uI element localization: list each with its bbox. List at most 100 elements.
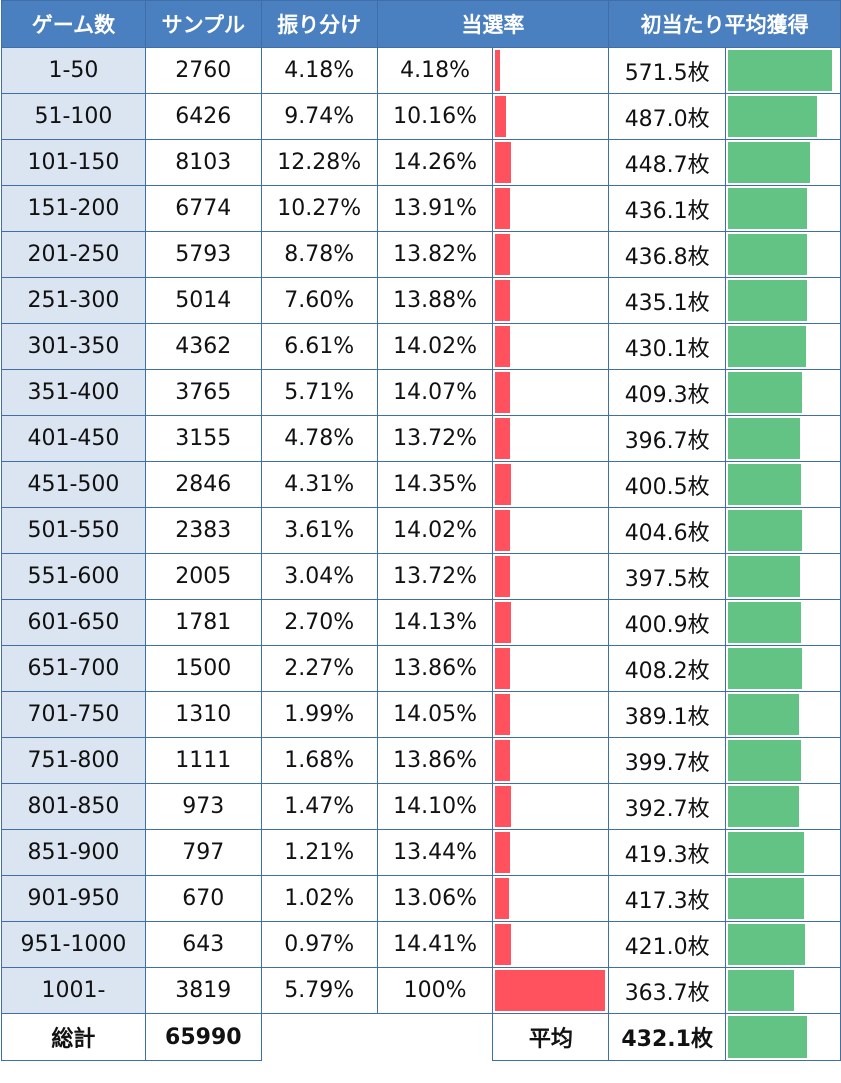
avg-payout-cell: 409.3枚: [608, 369, 727, 416]
avg-payout-bar-cell: [725, 369, 841, 416]
game-range-cell: 601-650: [1, 599, 146, 646]
avg-payout-cell: 397.5枚: [608, 553, 727, 600]
game-range-cell: 501-550: [1, 507, 146, 554]
table-row: 651-700 1500 2.27% 13.86% 408.2枚: [1, 645, 841, 692]
share-cell: 3.04%: [260, 553, 378, 600]
sample-cell: 2005: [144, 553, 262, 600]
avg-payout-bar-cell: [725, 323, 841, 370]
table-row: 101-150 8103 12.28% 14.26% 448.7枚: [1, 139, 841, 186]
avg-payout-cell: 419.3枚: [608, 829, 727, 876]
avg-payout-cell: 435.1枚: [608, 277, 727, 324]
hit-rate-cell: 14.13%: [376, 599, 494, 646]
avg-payout-bar: [728, 786, 800, 827]
hit-rate-cell: 10.16%: [376, 93, 494, 140]
sample-cell: 2383: [144, 507, 262, 554]
sample-cell: 1111: [144, 737, 262, 784]
share-cell: 6.61%: [260, 323, 378, 370]
game-range-cell: 651-700: [1, 645, 146, 692]
hit-rate-bar-cell: [492, 783, 610, 830]
avg-payout-bar-cell: [725, 507, 841, 554]
table-row: 701-750 1310 1.99% 14.05% 389.1枚: [1, 691, 841, 738]
hit-rate-bar: [495, 50, 501, 91]
table-row: 201-250 5793 8.78% 13.82% 436.8枚: [1, 231, 841, 278]
avg-payout-cell: 400.5枚: [608, 461, 727, 508]
hit-rate-cell: 14.07%: [376, 369, 494, 416]
sample-cell: 797: [144, 829, 262, 876]
avg-payout-bar: [728, 556, 801, 597]
game-range-cell: 151-200: [1, 185, 146, 232]
avg-payout-bar-cell: [725, 875, 841, 922]
avg-payout-bar-cell: [725, 231, 841, 278]
sample-cell: 3765: [144, 369, 262, 416]
game-range-cell: 551-600: [1, 553, 146, 600]
avg-payout-bar: [728, 694, 800, 735]
avg-payout-bar: [728, 740, 802, 781]
hit-rate-bar-cell: [492, 277, 610, 324]
hit-rate-bar-cell: [492, 47, 610, 94]
hit-rate-cell: 14.35%: [376, 461, 494, 508]
hit-rate-bar: [495, 464, 512, 505]
hit-rate-bar-cell: [492, 231, 610, 278]
avg-payout-cell: 396.7枚: [608, 415, 727, 462]
hit-rate-bar-cell: [492, 691, 610, 738]
avg-payout-bar-cell: [725, 737, 841, 784]
game-range-cell: 951-1000: [1, 921, 146, 968]
share-cell: 4.31%: [260, 461, 378, 508]
sample-cell: 2846: [144, 461, 262, 508]
avg-payout-cell: 417.3枚: [608, 875, 727, 922]
share-cell: 12.28%: [260, 139, 378, 186]
hit-rate-cell: 14.26%: [376, 139, 494, 186]
sample-cell: 1310: [144, 691, 262, 738]
avg-payout-bar-cell: [725, 599, 841, 646]
hit-rate-bar: [495, 96, 507, 137]
hit-rate-cell: 13.72%: [376, 415, 494, 462]
game-range-cell: 1-50: [1, 47, 146, 94]
hit-rate-bar-cell: [492, 875, 610, 922]
avg-payout-cell: 389.1枚: [608, 691, 727, 738]
avg-payout-bar: [728, 50, 833, 91]
hit-rate-bar-cell: [492, 737, 610, 784]
hit-rate-cell: 14.02%: [376, 507, 494, 554]
total-sample-cell: 65990: [144, 1013, 262, 1061]
avg-payout-cell: 487.0枚: [608, 93, 727, 140]
avg-payout-bar-cell: [725, 829, 841, 876]
avg-payout-cell: 436.1枚: [608, 185, 727, 232]
avg-payout-bar-cell: [725, 553, 841, 600]
avg-payout-bar: [728, 280, 808, 321]
share-cell: 1.47%: [260, 783, 378, 830]
hit-rate-cell: 13.72%: [376, 553, 494, 600]
hit-rate-bar: [495, 786, 512, 827]
hit-rate-cell: 13.82%: [376, 231, 494, 278]
table-row: 51-100 6426 9.74% 10.16% 487.0枚: [1, 93, 841, 140]
hit-rate-bar-cell: [492, 323, 610, 370]
sample-cell: 6426: [144, 93, 262, 140]
avg-payout-cell: 363.7枚: [608, 967, 727, 1014]
game-range-cell: 701-750: [1, 691, 146, 738]
avg-payout-bar-cell: [725, 93, 841, 140]
header-sample: サンプル: [144, 0, 262, 48]
hit-rate-bar-cell: [492, 921, 610, 968]
sample-cell: 3155: [144, 415, 262, 462]
share-cell: 3.61%: [260, 507, 378, 554]
hit-rate-cell: 13.44%: [376, 829, 494, 876]
sample-cell: 2760: [144, 47, 262, 94]
table-row: 551-600 2005 3.04% 13.72% 397.5枚: [1, 553, 841, 600]
avg-payout-bar: [728, 418, 801, 459]
table-row: 251-300 5014 7.60% 13.88% 435.1枚: [1, 277, 841, 324]
avg-payout-bar: [728, 970, 795, 1011]
avg-payout-bar-cell: [725, 277, 841, 324]
table-row: 151-200 6774 10.27% 13.91% 436.1枚: [1, 185, 841, 232]
sample-cell: 6774: [144, 185, 262, 232]
table-row: 301-350 4362 6.61% 14.02% 430.1枚: [1, 323, 841, 370]
table-row: 401-450 3155 4.78% 13.72% 396.7枚: [1, 415, 841, 462]
avg-payout-bar: [728, 510, 803, 551]
avg-payout-cell: 430.1枚: [608, 323, 727, 370]
hit-rate-bar-cell: [492, 967, 610, 1014]
table-row: 801-850 973 1.47% 14.10% 392.7枚: [1, 783, 841, 830]
avg-payout-bar: [728, 372, 803, 413]
sample-cell: 1781: [144, 599, 262, 646]
table-row: 901-950 670 1.02% 13.06% 417.3枚: [1, 875, 841, 922]
avg-payout-bar-cell: [725, 139, 841, 186]
table-row: 951-1000 643 0.97% 14.41% 421.0枚: [1, 921, 841, 968]
share-cell: 1.68%: [260, 737, 378, 784]
